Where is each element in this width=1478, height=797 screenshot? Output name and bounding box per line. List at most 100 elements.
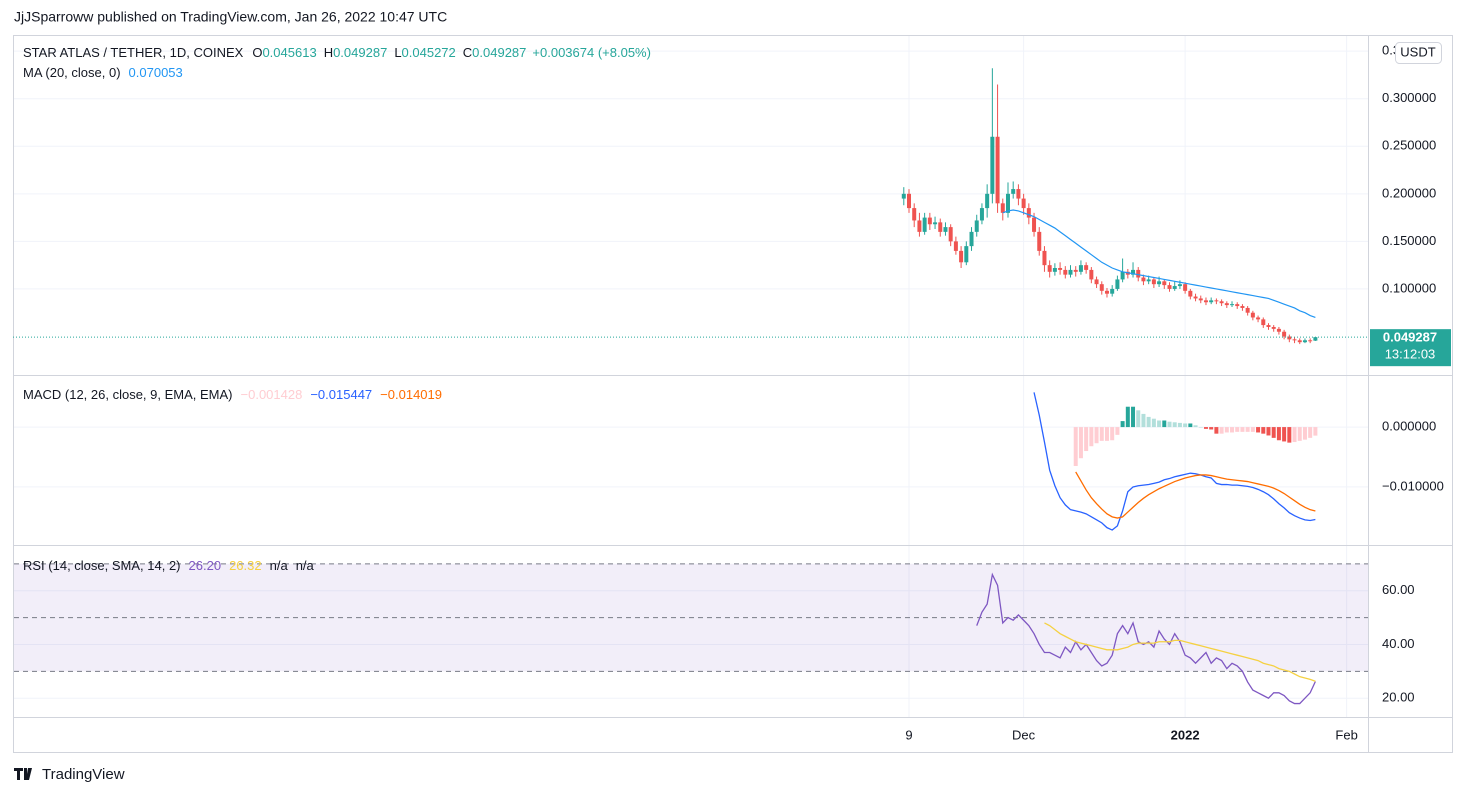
- y-tick-label: 0.000000: [1382, 419, 1436, 434]
- candle-body: [1073, 269, 1078, 272]
- logo-icon: [14, 768, 32, 780]
- histogram-bar: [1282, 427, 1287, 442]
- histogram-bar: [1141, 413, 1146, 428]
- candle-body: [1282, 331, 1287, 337]
- candle-body: [1167, 285, 1172, 289]
- candle-body: [1250, 312, 1255, 318]
- ma-title: MA (20, close, 0): [23, 65, 121, 80]
- price-badge: [1370, 329, 1451, 367]
- histogram-bar: [1167, 421, 1172, 428]
- candle-body: [985, 193, 990, 209]
- currency-box: [1395, 42, 1442, 64]
- candle-body: [922, 217, 927, 232]
- macd-line: [1033, 392, 1316, 531]
- ma-line: [1002, 209, 1316, 318]
- ohlc-value: 0.045272: [402, 45, 456, 60]
- histogram-bar: [1084, 427, 1089, 452]
- candle-body: [901, 193, 906, 199]
- histogram-bar: [1104, 427, 1109, 441]
- candle-body: [1256, 317, 1261, 320]
- candle-body: [1026, 208, 1031, 218]
- histogram-bar: [1214, 427, 1219, 434]
- candle-body: [917, 220, 922, 232]
- candle-body: [974, 220, 979, 232]
- candle-body: [1021, 198, 1026, 209]
- histogram-bar: [1209, 427, 1214, 430]
- histogram-bar: [1235, 427, 1240, 432]
- ohlc-value: 0.045613: [262, 45, 316, 60]
- candle-body: [995, 136, 1000, 204]
- histogram-bar: [1089, 427, 1094, 447]
- candle-body: [953, 241, 958, 251]
- histogram-bar: [1266, 427, 1271, 436]
- histogram-bar: [1224, 427, 1229, 433]
- candle-body: [948, 227, 953, 242]
- chart-title: STAR ATLAS / TETHER, 1D, COINEX: [23, 45, 244, 60]
- candle-body: [1131, 269, 1136, 275]
- candle-body: [1016, 189, 1021, 199]
- legend-value: −0.001428: [241, 387, 303, 402]
- candle-body: [1005, 193, 1010, 213]
- candle-body: [933, 222, 938, 225]
- ohlc-label: L: [394, 45, 401, 60]
- candle-body: [1099, 284, 1104, 291]
- candle-body: [1089, 269, 1094, 280]
- histogram-bar: [1177, 422, 1182, 428]
- candle-body: [1313, 337, 1318, 341]
- candle-body: [912, 208, 917, 221]
- currency: USDT: [1400, 44, 1435, 59]
- price-badge-value: 0.049287: [1383, 330, 1437, 345]
- candle-body: [1209, 300, 1214, 303]
- candle-body: [1287, 336, 1292, 340]
- candle-body: [1271, 326, 1276, 329]
- candle-body: [1115, 279, 1120, 289]
- candle-body: [1110, 288, 1115, 294]
- candle-body: [927, 217, 932, 225]
- histogram-bar: [1198, 427, 1203, 428]
- legend: MA (20, close, 0) 0.070053: [23, 65, 183, 80]
- candle-body: [1214, 300, 1219, 302]
- histogram-bar: [1151, 418, 1156, 428]
- histogram-bar: [1313, 427, 1318, 436]
- histogram-bar: [1110, 427, 1115, 441]
- brand-name: TradingView: [42, 766, 125, 783]
- candle-body: [1136, 269, 1141, 278]
- histogram-bar: [1276, 427, 1281, 441]
- candle-body: [1193, 296, 1198, 299]
- candle-body: [1276, 328, 1281, 332]
- candle-body: [1000, 203, 1005, 213]
- histogram-bar: [1120, 421, 1125, 428]
- candle-body: [1011, 189, 1016, 194]
- candle-body: [943, 227, 948, 232]
- candle-body: [1037, 231, 1042, 251]
- y-tick-label: 60.00: [1382, 582, 1415, 597]
- candle-body: [979, 208, 984, 221]
- histogram-bar: [1203, 427, 1208, 429]
- candle-body: [1104, 290, 1109, 294]
- legend-value: n/a: [296, 558, 315, 573]
- y-tick-label: 0.150000: [1382, 233, 1436, 248]
- histogram-bar: [1131, 406, 1136, 428]
- x-tick-label: 9: [905, 727, 912, 742]
- candle-body: [1188, 290, 1193, 297]
- candle-body: [1047, 265, 1052, 272]
- rsi-line: [1044, 622, 1316, 682]
- histogram-bar: [1240, 427, 1245, 432]
- histogram-bar: [1308, 427, 1313, 438]
- publish-note: JjJSparroww published on TradingView.com…: [14, 9, 447, 25]
- histogram-bar: [1146, 416, 1151, 428]
- ohlc-label: O: [252, 45, 262, 60]
- chart-frame: [13, 35, 1453, 753]
- candle-body: [1183, 284, 1188, 291]
- histogram-bar: [1292, 427, 1297, 443]
- candle-body: [1141, 277, 1146, 282]
- legend-value: 26.20: [189, 558, 222, 573]
- candle-body: [964, 246, 969, 263]
- candle-body: [1042, 250, 1047, 266]
- histogram-bar: [1094, 427, 1099, 444]
- histogram-bar: [1157, 420, 1162, 428]
- legend-value: n/a: [270, 558, 289, 573]
- legend: RSI (14, close, SMA, 14, 2) 26.20 26.32 n/a…: [23, 558, 315, 573]
